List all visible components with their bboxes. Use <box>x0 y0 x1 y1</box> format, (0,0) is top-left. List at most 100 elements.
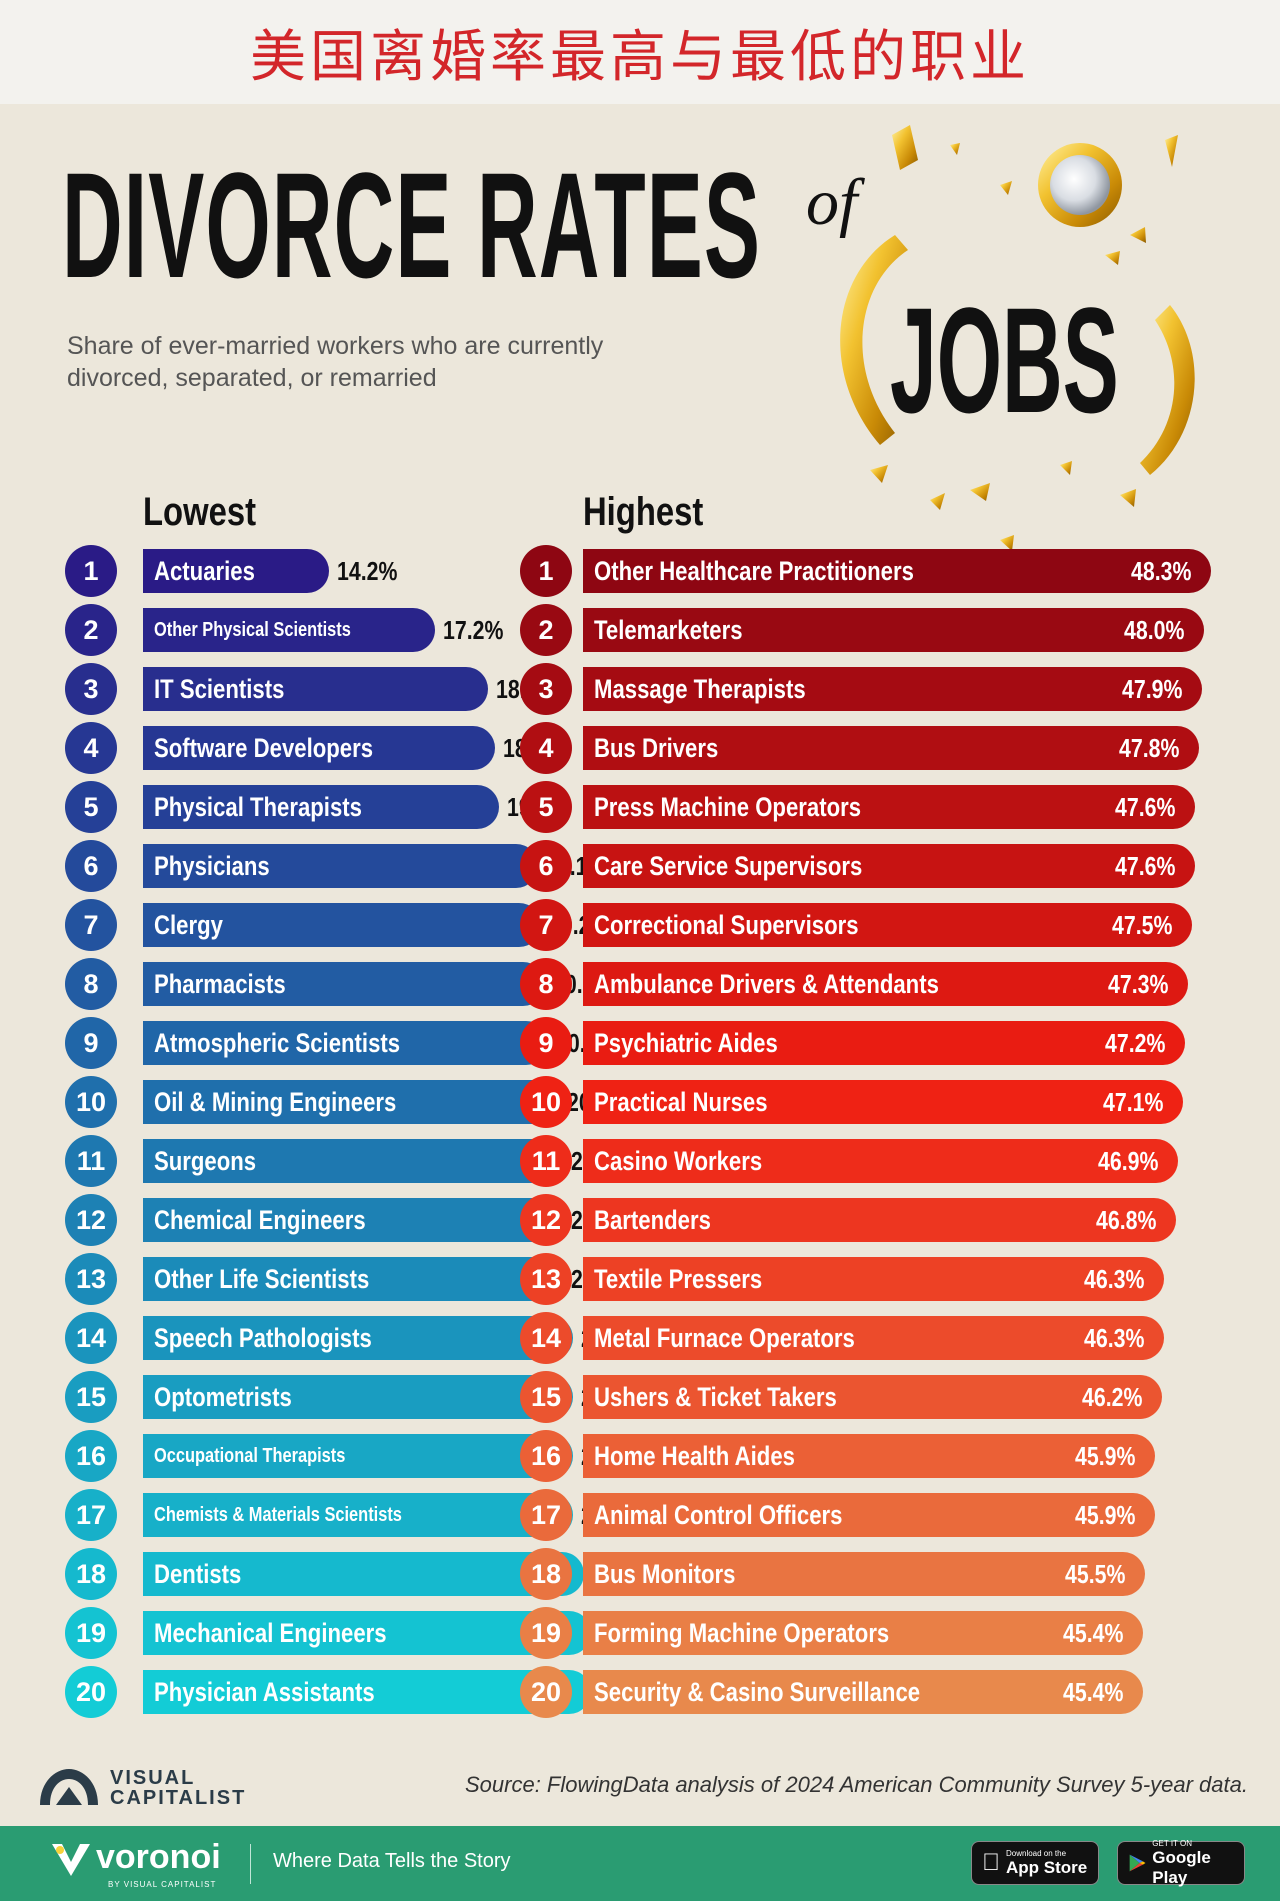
rank-badge: 10 <box>520 1076 572 1128</box>
value-label: 47.5% <box>1112 910 1173 940</box>
bar <box>143 1375 574 1419</box>
title-of: of <box>806 166 858 239</box>
bar-label: Bus Monitors <box>594 1559 736 1589</box>
voronoi-brand[interactable]: voronoi <box>96 1838 221 1876</box>
rank-badge: 4 <box>65 722 117 774</box>
app-store-big: App Store <box>988 1857 1087 1877</box>
vc-line2: CAPITALIST <box>110 1787 247 1809</box>
value-label: 47.3% <box>1107 969 1169 999</box>
rank-badge: 2 <box>65 604 117 656</box>
value-label: 45.4% <box>1063 1618 1124 1648</box>
bar <box>143 726 496 770</box>
vc-mark-icon <box>40 1769 98 1805</box>
bar <box>583 667 1202 711</box>
bar-label: Ushers & Ticket Takers <box>594 1382 837 1412</box>
rank-badge: 18 <box>65 1548 117 1600</box>
rank-badge: 1 <box>65 545 117 597</box>
bar <box>583 726 1200 770</box>
rank-badge: 7 <box>65 899 117 951</box>
bar <box>143 549 329 593</box>
rank-badge: 14 <box>520 1312 572 1364</box>
bar <box>583 903 1193 947</box>
bar-label: Home Health Aides <box>594 1441 795 1471</box>
bar <box>143 1434 574 1478</box>
rank-badge: 8 <box>65 958 117 1010</box>
value-label: 46.8% <box>1095 1205 1157 1235</box>
rank-badge: 9 <box>520 1017 572 1069</box>
rank-badge: 16 <box>520 1430 572 1482</box>
bar <box>143 667 489 711</box>
bar <box>143 1611 591 1655</box>
value-label: 47.6% <box>1114 792 1176 822</box>
value-label: 46.9% <box>1098 1146 1159 1176</box>
bar-label: Chemical Engineers <box>154 1205 366 1235</box>
bar <box>143 1257 563 1301</box>
lowest-header: Lowest <box>143 490 256 534</box>
bar <box>143 1670 591 1714</box>
bar <box>583 1434 1155 1478</box>
rank-badge: 11 <box>520 1135 572 1187</box>
rank-badge: 6 <box>65 840 117 892</box>
bar <box>583 844 1195 888</box>
bar <box>143 1139 563 1183</box>
rank-badge: 8 <box>520 958 572 1010</box>
rank-badge: 15 <box>65 1371 117 1423</box>
rank-badge: 18 <box>520 1548 572 1600</box>
rank-badge: 20 <box>520 1666 572 1718</box>
bar-label: Software Developers <box>154 733 374 763</box>
rank-badge: 13 <box>65 1253 117 1305</box>
bar <box>143 1552 584 1596</box>
banner-title: 美国离婚率最高与最低的职业 <box>250 24 1030 90</box>
rank-badge: 14 <box>65 1312 117 1364</box>
rank-badge: 17 <box>520 1489 572 1541</box>
vc-line1: VISUAL <box>110 1767 196 1789</box>
bar-label: Textile Pressers <box>594 1264 763 1294</box>
bar <box>583 1375 1162 1419</box>
bar <box>143 903 542 947</box>
bar <box>583 1552 1146 1596</box>
rank-badge: 17 <box>65 1489 117 1541</box>
value-label: 17.2% <box>443 615 504 645</box>
rank-badge: 13 <box>520 1253 572 1305</box>
bar <box>583 549 1211 593</box>
google-play-button[interactable]: GET IT ON Google Play <box>1117 1838 1245 1887</box>
bar-label: Practical Nurses <box>594 1087 768 1117</box>
bar <box>143 1316 574 1360</box>
bar-label: Bus Drivers <box>594 733 719 763</box>
bar-label: Occupational Therapists <box>154 1445 346 1467</box>
bar <box>583 1139 1179 1183</box>
bar-label: IT Scientists <box>154 674 285 704</box>
top-banner: 美国离婚率最高与最低的职业 <box>0 0 1280 104</box>
rank-badge: 5 <box>520 781 572 833</box>
bar-label: Correctional Supervisors <box>594 910 859 940</box>
footer: voronoi BY VISUAL CAPITALIST Where Data … <box>0 1826 1280 1901</box>
bar <box>143 1080 560 1124</box>
bar <box>583 1257 1165 1301</box>
bar <box>583 1670 1144 1714</box>
value-label: 48.0% <box>1123 615 1185 645</box>
bar-label: Actuaries <box>154 556 255 586</box>
bar-label: Physicians <box>154 851 270 881</box>
title-jobs: JOBS <box>890 276 1119 444</box>
footer-divider <box>250 1844 251 1884</box>
rank-badge: 12 <box>65 1194 117 1246</box>
value-label: 14.2% <box>337 556 398 586</box>
bar <box>143 1493 574 1537</box>
google-play-small: GET IT ON <box>1152 1838 1193 1848</box>
bar <box>583 608 1204 652</box>
value-label: 48.3% <box>1131 556 1192 586</box>
app-store-button[interactable]:  Download on the App Store <box>971 1841 1099 1885</box>
bar-label: Physical Therapists <box>154 792 362 822</box>
rank-badge: 3 <box>520 663 572 715</box>
bar-label: Surgeons <box>154 1146 257 1176</box>
bar-label: Ambulance Drivers & Attendants <box>594 969 939 999</box>
bar <box>583 962 1188 1006</box>
bar-label: Other Life Scientists <box>154 1264 370 1294</box>
bar-label: Animal Control Officers <box>594 1500 843 1530</box>
value-label: 45.5% <box>1065 1559 1126 1589</box>
value-label: 47.6% <box>1114 851 1176 881</box>
bar-label: Clergy <box>154 910 223 940</box>
rank-badge: 2 <box>520 604 572 656</box>
bar-label: Physician Assistants <box>154 1677 375 1707</box>
rank-badge: 11 <box>65 1135 117 1187</box>
